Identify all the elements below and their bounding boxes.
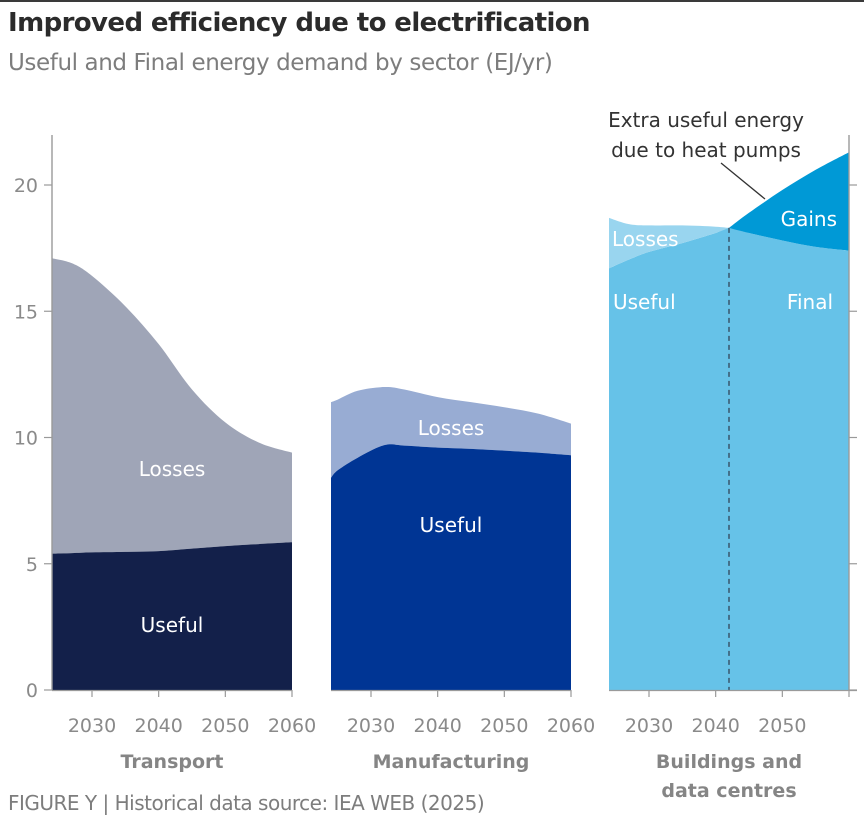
manufacturing-useful-label: Useful bbox=[420, 513, 483, 537]
manufacturing-x-tick-label: 2050 bbox=[480, 715, 528, 737]
y-tick-label: 20 bbox=[14, 175, 38, 197]
y-tick-label: 0 bbox=[26, 680, 38, 702]
chart-title: Improved efficiency due to electrificati… bbox=[8, 8, 591, 38]
buildings-final-label: Final bbox=[787, 290, 833, 314]
y-tick-label: 5 bbox=[26, 554, 38, 576]
transport-losses-label: Losses bbox=[139, 457, 206, 481]
buildings-losses-label: Losses bbox=[612, 227, 679, 251]
figure-source-note: FIGURE Y | Historical data source: IEA W… bbox=[8, 791, 485, 815]
buildings-useful-area bbox=[609, 227, 849, 690]
annotation-leader-line bbox=[720, 162, 766, 200]
manufacturing-useful-area bbox=[331, 444, 571, 690]
buildings-sector-label: Buildings and bbox=[656, 751, 802, 773]
heat-pump-annotation: due to heat pumps bbox=[611, 138, 801, 162]
transport-useful-label: Useful bbox=[141, 613, 204, 637]
heat-pump-annotation: Extra useful energy bbox=[608, 108, 804, 132]
top-rule bbox=[0, 0, 864, 2]
buildings-sector-label: data centres bbox=[661, 780, 796, 802]
buildings-x-tick-label: 2040 bbox=[691, 715, 739, 737]
transport-x-tick-label: 2060 bbox=[268, 715, 316, 737]
y-tick-label: 15 bbox=[14, 301, 38, 323]
transport-x-tick-label: 2050 bbox=[201, 715, 249, 737]
buildings-losses-area bbox=[609, 217, 729, 269]
manufacturing-x-tick-label: 2030 bbox=[347, 715, 395, 737]
label-layer: 2030 2040 2050 2060TransportLossesUseful203… bbox=[14, 108, 837, 802]
axes-layer bbox=[44, 135, 857, 697]
transport-sector-label: Transport bbox=[120, 751, 223, 773]
transport-useful-area bbox=[52, 542, 292, 690]
transport-x-tick-label: 2030 bbox=[68, 715, 116, 737]
manufacturing-x-tick-label: 2060 bbox=[547, 715, 595, 737]
transport-x-tick-label: 2040 bbox=[134, 715, 182, 737]
manufacturing-losses-area bbox=[331, 386, 571, 478]
buildings-x-tick-label: 2050 bbox=[758, 715, 806, 737]
buildings-x-tick-label: 2030 bbox=[625, 715, 673, 737]
chart-subtitle: Useful and Final energy demand by sector… bbox=[8, 50, 553, 76]
y-tick-label: 10 bbox=[14, 428, 38, 450]
manufacturing-x-tick-label: 2040 bbox=[413, 715, 461, 737]
buildings-gains-area bbox=[729, 152, 849, 251]
transport-losses-area bbox=[52, 258, 292, 554]
buildings-useful-label: Useful bbox=[613, 290, 676, 314]
manufacturing-sector-label: Manufacturing bbox=[373, 751, 530, 773]
manufacturing-losses-label: Losses bbox=[418, 416, 485, 440]
area-layer bbox=[52, 152, 849, 690]
buildings-gains-label: Gains bbox=[781, 207, 837, 231]
